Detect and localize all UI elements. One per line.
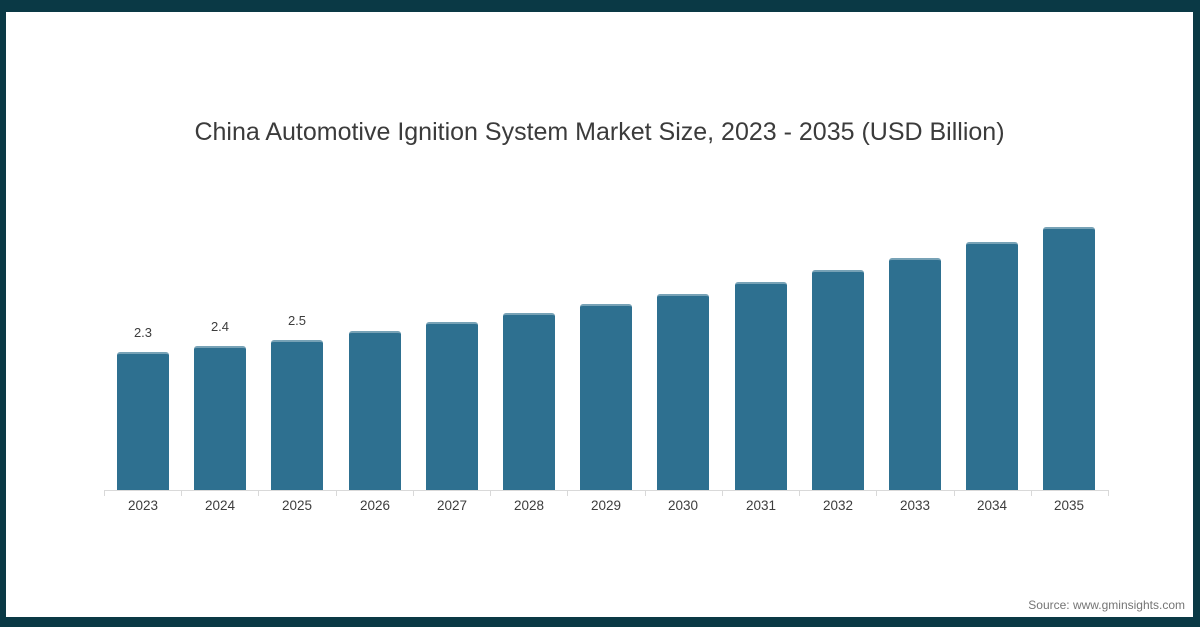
value-label-2024: 2.4 xyxy=(210,319,230,334)
x-axis-tick xyxy=(1108,490,1109,496)
x-tick-label-2028: 2028 xyxy=(513,498,545,513)
x-tick-label-2027: 2027 xyxy=(436,498,468,513)
x-axis-tick xyxy=(645,490,646,496)
x-tick-label-2032: 2032 xyxy=(822,498,854,513)
x-axis-tick xyxy=(954,490,955,496)
x-axis-tick xyxy=(336,490,337,496)
x-tick-label-2029: 2029 xyxy=(590,498,622,513)
x-tick-label-2024: 2024 xyxy=(204,498,236,513)
x-axis-tick xyxy=(258,490,259,496)
bar-2029 xyxy=(580,304,632,490)
x-axis-tick xyxy=(722,490,723,496)
x-tick-label-2026: 2026 xyxy=(359,498,391,513)
bar-2023 xyxy=(117,352,169,490)
x-axis-tick xyxy=(181,490,182,496)
x-tick-label-2023: 2023 xyxy=(127,498,159,513)
bar-2035 xyxy=(1043,227,1095,490)
value-label-2023: 2.3 xyxy=(133,325,153,340)
x-axis-tick xyxy=(799,490,800,496)
bar-2034 xyxy=(966,242,1018,490)
x-axis-tick xyxy=(567,490,568,496)
x-tick-label-2030: 2030 xyxy=(667,498,699,513)
x-axis-tick xyxy=(1031,490,1032,496)
value-label-2025: 2.5 xyxy=(287,313,307,328)
bar-2026 xyxy=(349,331,401,490)
bar-2030 xyxy=(657,294,709,490)
x-tick-label-2035: 2035 xyxy=(1053,498,1085,513)
bar-2028 xyxy=(503,313,555,490)
plot-area: 2.3 2.4 2.5 2023 2024 2025 2026 2027 2028 2029 20… xyxy=(6,12,1193,617)
bar-2024 xyxy=(194,346,246,490)
x-tick-label-2034: 2034 xyxy=(976,498,1008,513)
x-axis-tick xyxy=(490,490,491,496)
bar-2033 xyxy=(889,258,941,490)
chart-title: China Automotive Ignition System Market … xyxy=(194,118,1005,146)
bar-2031 xyxy=(735,282,787,490)
x-axis-tick xyxy=(413,490,414,496)
bar-2032 xyxy=(812,270,864,490)
x-tick-label-2033: 2033 xyxy=(899,498,931,513)
x-axis-line xyxy=(104,490,1108,491)
x-axis-tick xyxy=(876,490,877,496)
bar-2027 xyxy=(426,322,478,490)
x-tick-label-2025: 2025 xyxy=(281,498,313,513)
bar-2025 xyxy=(271,340,323,490)
source-credit: Source: www.gminsights.com xyxy=(1028,598,1185,612)
x-axis-tick xyxy=(104,490,105,496)
x-tick-label-2031: 2031 xyxy=(745,498,777,513)
